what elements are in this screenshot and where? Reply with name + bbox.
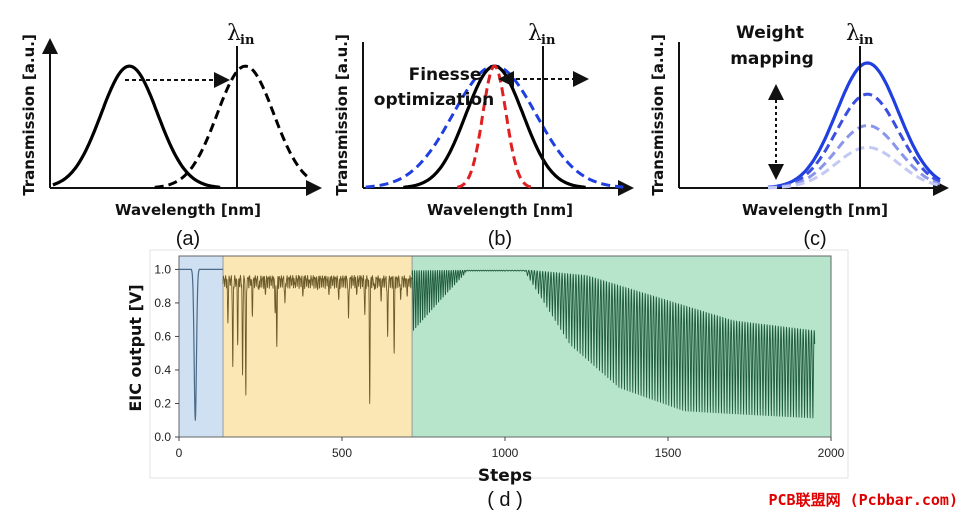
panel-c-lambda-symbol: λ [846, 21, 860, 46]
panel-c-curves [767, 61, 941, 190]
x-tick-label: 0 [176, 446, 183, 460]
panel-c-curve-w1 [767, 61, 941, 189]
panel-b-ylabel: Transmission [a.u.] [333, 34, 351, 196]
panel-a-curve-shifted [154, 64, 311, 189]
panel-a-ylabel: Transmission [a.u.] [20, 34, 38, 196]
region-stage-1 [179, 256, 224, 437]
panel-d: 0 500 1000 1500 2000 0.0 0.2 0.4 0.6 0.8 1.0 EIC … [126, 249, 849, 511]
panel-c-annotation-line2: mapping [730, 49, 814, 69]
panel-b-annotation-line1: Finesse [409, 65, 482, 85]
panel-d-ylabel: EIC output [V] [126, 284, 145, 411]
panel-b-annotation-line2: optimization [374, 90, 494, 110]
panel-c-annotation-line1: Weight [736, 23, 804, 43]
y-tick-label: 1.0 [154, 262, 171, 276]
panel-c-curve-w2 [768, 92, 941, 189]
panel-d-yticks: 0.0 0.2 0.4 0.6 0.8 1.0 [154, 262, 179, 444]
x-tick-label: 500 [332, 446, 352, 460]
panel-d-xticks: 0 500 1000 1500 2000 [176, 437, 845, 460]
panel-c-xlabel: Wavelength [nm] [742, 201, 888, 219]
panel-c-curve-w3 [768, 123, 941, 190]
panel-b: Transmission [a.u.] λ in Finesse optimiz… [333, 21, 634, 250]
panel-d-caption: ( d ) [487, 489, 523, 511]
panel-a-curves [52, 64, 311, 189]
panel-b-curves [365, 64, 624, 189]
panel-d-trace [178, 268, 816, 421]
panel-b-xlabel: Wavelength [nm] [427, 201, 573, 219]
panel-b-caption: (b) [488, 228, 512, 250]
series-stage-2-trace [222, 274, 413, 404]
y-tick-label: 0.6 [154, 329, 171, 343]
panel-b-lambda-symbol: λ [528, 21, 542, 46]
series-stage-1-trace [178, 268, 224, 421]
y-tick-label: 0.2 [154, 396, 171, 410]
panel-a-xlabel: Wavelength [nm] [115, 201, 261, 219]
panel-b-lambda-sub: in [541, 33, 556, 48]
watermark: PCB联盟网 (Pcbbar.com) [769, 491, 959, 509]
panel-b-curve-broad [365, 64, 624, 189]
x-tick-label: 1000 [492, 446, 519, 460]
panel-a: Transmission [a.u.] λ in Wavelength [nm]… [20, 21, 322, 250]
panel-c-lambda-sub: in [859, 33, 874, 48]
panel-d-xlabel: Steps [478, 466, 532, 486]
panel-a-caption: (a) [176, 228, 200, 250]
panel-c-ylabel: Transmission [a.u.] [649, 34, 667, 196]
panel-a-lambda-symbol: λ [227, 21, 241, 46]
series-stage-3-trace [411, 269, 816, 419]
panel-c-curve-w4 [767, 145, 941, 190]
panel-a-curve-original [52, 64, 221, 189]
panel-b-curve-narrow [456, 64, 533, 189]
x-tick-label: 2000 [818, 446, 845, 460]
y-tick-label: 0.4 [154, 363, 171, 377]
x-tick-label: 1500 [655, 446, 682, 460]
panel-c-caption: (c) [803, 228, 826, 250]
panel-a-lambda-sub: in [240, 33, 255, 48]
panel-c: Transmission [a.u.] λ in Weight mapping … [649, 21, 949, 250]
y-tick-label: 0.8 [154, 296, 171, 310]
y-tick-label: 0.0 [154, 430, 171, 444]
